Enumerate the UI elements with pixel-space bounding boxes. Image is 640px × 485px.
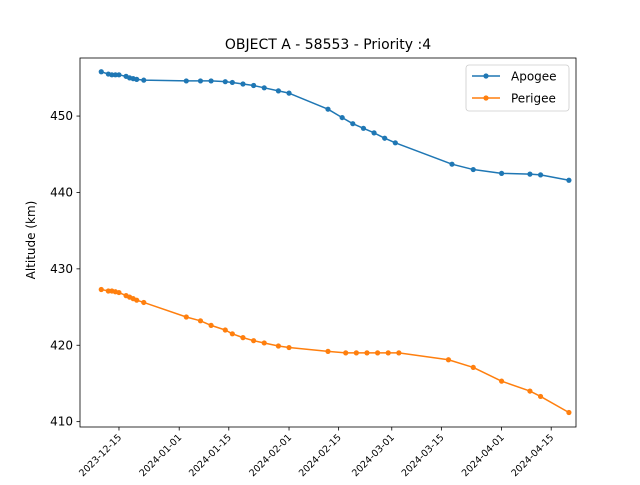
data-point-perigee-22 [353,350,359,356]
data-point-apogee-29 [499,170,505,176]
y-tick-label-440: 440 [50,185,73,199]
legend: Apogee Perigee [465,64,570,112]
data-point-apogee-24 [371,130,377,136]
data-point-perigee-4 [116,289,122,296]
data-point-perigee-8 [134,297,140,303]
plot-area [98,69,572,416]
y-tick-label-410: 410 [50,415,73,429]
legend-label-apogee: Apogee [511,70,557,84]
y-tick-label-450: 450 [50,109,73,123]
data-point-apogee-17 [261,85,267,91]
data-point-perigee-24 [375,350,381,356]
data-point-perigee-11 [197,318,204,324]
chart-title: OBJECT A - 58553 - Priority :4 [225,37,431,53]
data-point-apogee-0 [98,69,104,75]
data-point-apogee-15 [240,81,246,87]
data-point-perigee-17 [261,340,267,346]
data-point-apogee-8 [134,76,140,82]
legend-label-perigee: Perigee [511,92,556,106]
data-point-perigee-29 [499,378,505,384]
data-point-perigee-21 [343,350,349,356]
data-point-apogee-30 [527,171,533,177]
data-point-apogee-14 [229,79,235,86]
plot-frame [79,57,577,428]
data-point-apogee-20 [325,106,331,112]
data-point-apogee-10 [183,78,189,84]
data-point-apogee-26 [392,140,398,146]
legend-marker-perigee [483,95,489,101]
data-point-apogee-27 [449,161,455,167]
data-point-perigee-26 [396,350,402,356]
y-tick-label-420: 420 [50,338,73,352]
series-apogee [98,69,572,183]
data-point-perigee-25 [385,350,391,356]
data-point-apogee-18 [275,88,281,94]
data-point-apogee-9 [141,77,147,83]
data-point-perigee-23 [364,350,370,356]
data-point-perigee-0 [98,286,104,293]
data-point-apogee-32 [566,177,572,183]
data-point-perigee-28 [470,364,476,371]
data-point-perigee-32 [566,409,572,416]
data-point-perigee-10 [183,314,189,320]
data-point-perigee-16 [251,338,257,344]
data-point-perigee-19 [286,344,292,351]
data-point-perigee-20 [325,348,331,354]
data-point-perigee-14 [229,331,235,337]
data-point-apogee-11 [197,78,204,84]
data-point-apogee-28 [470,166,476,173]
legend-marker-apogee [483,73,489,79]
y-tick-label-430: 430 [50,262,73,276]
data-point-perigee-18 [275,343,281,349]
data-point-apogee-23 [360,125,367,131]
data-point-perigee-9 [141,299,147,306]
data-point-apogee-12 [208,78,214,84]
data-point-perigee-30 [527,388,533,394]
data-point-apogee-13 [222,79,228,85]
data-point-perigee-15 [240,335,246,341]
data-point-apogee-4 [116,72,122,78]
data-point-apogee-21 [339,114,345,121]
data-point-apogee-25 [382,135,388,141]
data-point-perigee-13 [222,327,228,333]
data-point-perigee-27 [445,357,452,363]
data-point-perigee-12 [208,322,214,328]
data-point-apogee-31 [537,172,544,178]
data-point-apogee-19 [286,90,292,96]
series-perigee [98,286,572,416]
y-axis-label: Altitude (km) [24,201,38,280]
data-point-apogee-22 [350,121,356,127]
data-point-apogee-16 [251,82,257,89]
data-point-perigee-31 [537,393,544,400]
